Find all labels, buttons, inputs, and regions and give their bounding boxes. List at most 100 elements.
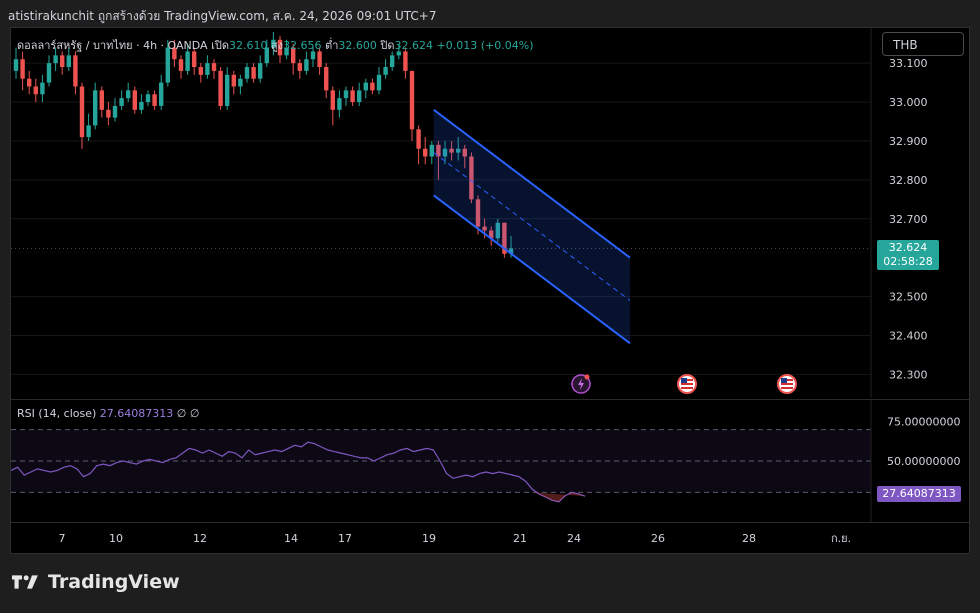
price-tick-label: 32.500 <box>889 291 928 304</box>
time-tick-label: 7 <box>59 532 66 545</box>
time-tick-label: ก.ย. <box>831 532 851 545</box>
candle-body <box>264 47 269 64</box>
time-tick-label: 19 <box>422 532 436 545</box>
rsi-legend: RSI (14, close) 27.64087313 ∅ ∅ <box>17 407 199 420</box>
price-tick-label: 32.800 <box>889 174 928 187</box>
candle-body <box>218 70 223 106</box>
candle-body <box>324 67 329 91</box>
lightning-event-icon <box>571 374 591 394</box>
candle-body <box>350 90 355 103</box>
candle-body <box>33 86 38 95</box>
candle-body <box>251 67 256 79</box>
candle-body <box>310 51 316 60</box>
chart-frame: 33.100 33.000 32.900 32.800 32.700 32.500 32.4… <box>10 27 970 554</box>
candle-body <box>396 51 401 56</box>
time-tick-label: 17 <box>338 532 352 545</box>
price-tick-label: 32.300 <box>889 368 928 381</box>
channel-lower-line <box>433 194 631 345</box>
candle-body <box>330 90 335 110</box>
open-value: 32.610 <box>228 39 268 52</box>
candle-body <box>132 90 137 110</box>
candle-body <box>429 144 434 157</box>
candle-body <box>13 59 19 71</box>
time-tick-label: 10 <box>109 532 123 545</box>
rsi-label: RSI (14, close) <box>17 407 97 420</box>
candle-body <box>126 90 131 99</box>
candle-body <box>20 59 25 79</box>
candle-body <box>508 248 514 254</box>
candle-body <box>172 47 177 60</box>
price-tick-label: 32.700 <box>889 213 928 226</box>
price-tick-label: 33.000 <box>889 96 928 109</box>
candle-body <box>489 230 494 239</box>
candle-body <box>317 51 322 68</box>
candle-body <box>93 90 98 126</box>
price-chart[interactable]: 33.100 33.000 32.900 32.800 32.700 32.500 32.4… <box>11 28 969 398</box>
candle-body <box>86 125 91 138</box>
candle-body <box>357 90 362 103</box>
time-tick-label: 24 <box>567 532 581 545</box>
candle-body <box>185 51 190 71</box>
candle-body <box>238 78 243 87</box>
candle-body <box>27 78 32 87</box>
candle-body <box>383 67 388 75</box>
candle-body <box>436 144 441 157</box>
candle-body <box>403 51 408 71</box>
candle-body <box>244 67 250 79</box>
candle-body <box>475 199 481 227</box>
channel-middle-line <box>433 152 631 301</box>
price-tick-label: 32.900 <box>889 135 928 148</box>
candle-body <box>416 129 421 149</box>
rsi-chart[interactable]: 75.00000000 50.00000000 <box>10 400 969 522</box>
currency-button[interactable]: THB <box>882 32 964 56</box>
high-label: สูง <box>270 39 284 52</box>
candle-body <box>192 51 197 68</box>
tradingview-brand: TradingView <box>12 571 180 593</box>
low-label: ต่ำ <box>325 39 339 52</box>
candle-body <box>409 70 415 130</box>
channel-fill <box>433 109 630 344</box>
candle-body <box>73 55 78 87</box>
candle-body <box>152 94 157 106</box>
candle-body <box>198 67 203 75</box>
time-tick-label: 12 <box>193 532 207 545</box>
candle-body <box>284 47 289 56</box>
chart-caption: atistirakunchit ถูกสร้างด้วย TradingView… <box>8 9 437 23</box>
candle-body <box>469 156 474 200</box>
candle-body <box>79 86 85 138</box>
time-axis[interactable]: 7 10 12 14 17 19 21 24 26 28 ก.ย. <box>11 522 969 553</box>
candle-body <box>291 47 296 64</box>
candle-body <box>46 63 52 83</box>
time-axis-ticks: 7 10 12 14 17 19 21 24 26 28 ก.ย. <box>59 532 852 545</box>
open-label: เปิด <box>211 39 229 52</box>
candle-body <box>178 59 184 71</box>
candle-body <box>60 55 65 68</box>
close-value: 32.624 <box>394 39 434 52</box>
rsi-oversold-fill <box>532 492 586 502</box>
candle-body <box>370 82 375 91</box>
price-tick-label: 32.400 <box>889 330 928 343</box>
rsi-tick-label: 75.00000000 <box>887 416 960 429</box>
rsi-panel[interactable]: 75.00000000 50.00000000 RSI (14, close) 2… <box>10 399 969 522</box>
candle-body <box>449 148 454 153</box>
candle-body <box>423 148 428 157</box>
candle-body <box>258 63 263 79</box>
candle-body <box>106 109 111 118</box>
candle-body <box>376 74 382 91</box>
rsi-line <box>10 441 586 503</box>
price-panel[interactable]: 33.100 33.000 32.900 32.800 32.700 32.500 32.4… <box>11 28 969 398</box>
candle-body <box>304 59 309 71</box>
candle-body <box>390 55 395 68</box>
candle-body <box>343 90 349 99</box>
candle-body <box>363 82 368 91</box>
change-value: +0.013 (+0.04%) <box>436 39 534 52</box>
time-tick-label: 26 <box>651 532 665 545</box>
candle-body <box>231 74 236 87</box>
low-value: 32.600 <box>338 39 377 52</box>
rsi-tick-label: 50.00000000 <box>887 455 960 468</box>
candle-body <box>442 148 448 157</box>
rsi-value-tag: 27.64087313 <box>877 486 961 502</box>
candle-body <box>119 98 124 106</box>
rsi-flags: ∅ ∅ <box>176 407 200 420</box>
bar-countdown: 02:58:28 <box>883 255 933 268</box>
